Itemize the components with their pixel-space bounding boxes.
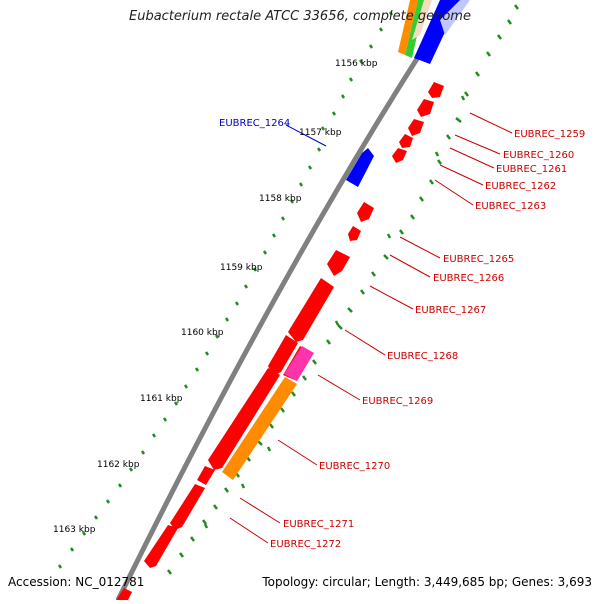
kbp-tick-label: 1160 kbp [181,328,224,338]
gene-EUBREC_1270-red[interactable] [208,368,280,470]
gene-block-top-lightblue[interactable] [440,0,470,35]
gene-label[interactable]: EUBREC_1259 [514,129,585,140]
gene-labels: EUBREC_1264 EUBREC_1259 EUBREC_1260 EUBR… [219,118,585,550]
gene-EUBREC_1264[interactable] [346,148,374,187]
gene-label[interactable]: EUBREC_1265 [443,254,514,265]
topology-summary: Topology: circular; Length: 3,449,685 bp… [262,575,592,589]
reverse-genes [116,82,444,600]
track-tick-dots [203,95,466,529]
map-title: Eubacterium rectale ATCC 33656, complete… [129,9,471,24]
gene-EUBREC_1270-orange[interactable] [222,377,297,480]
gene-label[interactable]: EUBREC_1262 [485,181,556,192]
gene-block-top-orange[interactable] [398,0,418,55]
kbp-labels: 1156 kbp 1157 kbp 1158 kbp 1159 kbp 1160… [53,59,378,535]
genome-backbone [115,0,458,602]
kbp-tick-label: 1161 kbp [140,394,183,404]
accession-text: Accession: NC_012781 [8,575,145,589]
gene-EUBREC_1268[interactable] [288,278,334,342]
kbp-tick-label: 1159 kbp [220,263,263,273]
kbp-tick-label: 1157 kbp [299,128,342,138]
gene-block-top-beige[interactable] [412,0,432,40]
gene-EUBREC_1265[interactable] [357,202,374,222]
gene-label[interactable]: EUBREC_1272 [270,539,341,550]
gene-red-bottom[interactable] [116,588,132,600]
gene-EUBREC_1271[interactable] [197,466,215,485]
gene-EUBREC_1261[interactable] [408,119,424,136]
gene-label[interactable]: EUBREC_1263 [475,201,546,212]
gene-label[interactable]: EUBREC_1268 [387,351,458,362]
gene-red-lower[interactable] [144,525,178,568]
gene-EUBREC_1260[interactable] [417,99,434,117]
gene-EUBREC_1267[interactable] [327,250,350,276]
gene-label[interactable]: EUBREC_1260 [503,150,574,161]
label-leader-1264 [285,124,327,147]
gene-label[interactable]: EUBREC_1266 [433,273,504,284]
kbp-tick-label: 1158 kbp [259,194,302,204]
outer-tick-dots [167,4,519,575]
gene-EUBREC_1266[interactable] [348,226,361,241]
gene-EUBREC_1269-magenta[interactable] [284,346,314,381]
gene-label[interactable]: EUBREC_1270 [319,461,390,472]
gene-EUBREC_1259[interactable] [428,82,444,98]
gene-label[interactable]: EUBREC_1271 [283,519,354,530]
gene-EUBREC_1263[interactable] [392,148,407,163]
inner-tick-dots [57,11,394,569]
gene-label[interactable]: EUBREC_1267 [415,305,486,316]
gene-label[interactable]: EUBREC_1269 [362,396,433,407]
gene-EUBREC_1268b[interactable] [268,335,298,376]
forward-genes [346,0,470,187]
label-leaders [229,112,513,544]
gene-EUBREC_1262[interactable] [399,134,413,148]
kbp-tick-label: 1156 kbp [335,59,378,69]
gene-EUBREC_1272[interactable] [170,484,205,530]
kbp-tick-label: 1163 kbp [53,525,96,535]
kbp-tick-label: 1162 kbp [97,460,140,470]
gene-label[interactable]: EUBREC_1261 [496,164,567,175]
gene-label[interactable]: EUBREC_1264 [219,118,290,129]
